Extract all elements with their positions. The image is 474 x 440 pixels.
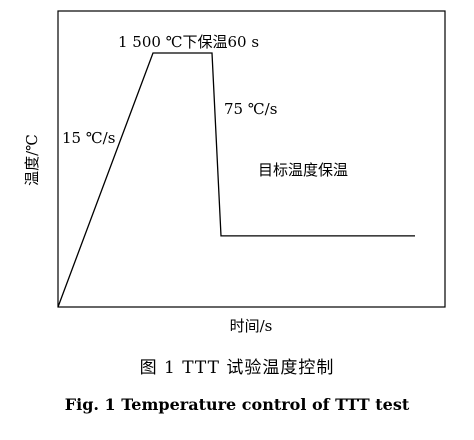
figure-caption-chinese: 图 1 TTT 试验温度控制 xyxy=(139,358,335,378)
temperature-curve xyxy=(57,52,415,308)
cooling-rate-label: 75 ℃/s xyxy=(224,100,277,118)
high-hold-label: 1 500 ℃下保温60 s xyxy=(118,33,259,51)
target-hold-label: 目标温度保温 xyxy=(258,161,348,179)
figure-caption-english: Fig. 1 Temperature control of TTT test xyxy=(64,395,410,414)
x-axis-label: 时间/s xyxy=(230,317,273,335)
heating-rate-label: 15 ℃/s xyxy=(62,129,115,147)
plot-frame xyxy=(57,10,446,308)
temperature-time-chart: 15 ℃/s 1 500 ℃下保温60 s 75 ℃/s 目标温度保温 温度/℃… xyxy=(23,10,446,335)
y-axis-label: 温度/℃ xyxy=(23,134,41,186)
